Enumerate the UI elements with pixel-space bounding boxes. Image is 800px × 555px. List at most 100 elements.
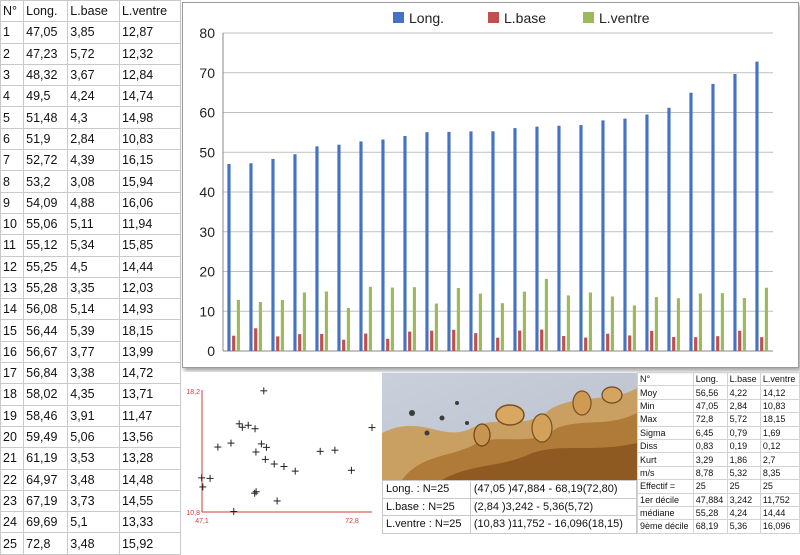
- bar-lbase: [584, 337, 588, 351]
- summary-cell: (2,84 )3,242 - 5,36(5,72): [469, 497, 638, 516]
- scatter-point: [235, 420, 243, 428]
- y-tick-label: 30: [199, 224, 215, 240]
- table-cell: 14,48: [118, 468, 182, 491]
- legend-label: Long.: [409, 10, 444, 26]
- bar-lbase: [606, 333, 610, 351]
- stats-cell: 5,32: [726, 465, 761, 481]
- stats-header: Long.: [692, 371, 728, 387]
- bar-long: [755, 61, 759, 352]
- x-max-label: 72,8: [345, 518, 359, 525]
- table-cell: 2,84: [67, 127, 120, 151]
- bar-long: [557, 125, 561, 351]
- stats-cell: 2,7: [759, 452, 800, 467]
- stats-cell: Sigma: [637, 425, 694, 440]
- table-cell: 14: [0, 298, 25, 321]
- table-cell: 18: [0, 383, 25, 406]
- bar-long: [535, 126, 539, 351]
- legend-label: L.ventre: [599, 10, 650, 26]
- table-cell: 55,06: [23, 212, 69, 236]
- table-cell: 14,98: [118, 106, 182, 129]
- table-cell: 6: [0, 127, 25, 151]
- bar-long: [337, 144, 341, 351]
- stats-cell: 0,12: [759, 438, 800, 454]
- table-cell: 47,23: [23, 42, 69, 65]
- stats-cell: 11,752: [759, 492, 800, 507]
- bar-lbase: [738, 330, 742, 351]
- table-cell: 4,88: [67, 191, 120, 214]
- table-cell: 3,38: [67, 362, 120, 385]
- scatter-point: [198, 474, 206, 482]
- table-cell: 11: [0, 234, 25, 257]
- table-cell: 5,1: [67, 511, 120, 534]
- scatter-point: [251, 489, 259, 497]
- bar-long: [491, 131, 495, 351]
- stats-cell: 25: [726, 479, 761, 494]
- table-cell: 12,87: [118, 21, 182, 44]
- table-cell: 17: [0, 362, 25, 385]
- bar-long: [601, 120, 605, 351]
- bar-lventre: [676, 298, 680, 351]
- stats-row: médiane 55,28 4,24 14,44: [637, 505, 800, 521]
- stats-cell: 0,79: [726, 425, 761, 440]
- table-cell: 3,73: [67, 489, 120, 513]
- stats-cell: 1er décile: [637, 492, 694, 507]
- table-cell: 56,67: [23, 340, 69, 364]
- table-cell: 16,06: [118, 191, 182, 214]
- bar-lventre: [764, 287, 768, 351]
- table-cell: 69,69: [23, 511, 69, 534]
- table-row: 6 51,9 2,84 10,83: [0, 127, 182, 151]
- legend-label: L.base: [504, 10, 546, 26]
- bar-lbase: [474, 333, 478, 351]
- scatter-point: [262, 443, 270, 451]
- table-cell: 5,34: [67, 234, 120, 257]
- table-cell: 19: [0, 404, 25, 427]
- table-cell: 15,85: [118, 234, 182, 257]
- table-cell: 14,72: [118, 362, 182, 385]
- table-cell: 54,09: [23, 191, 69, 214]
- table-cell: 16: [0, 340, 25, 364]
- bar-lbase: [518, 330, 522, 351]
- stats-cell: 56,56: [692, 385, 728, 400]
- summary-cell: Long. : N=25: [382, 480, 471, 499]
- table-cell: 4,3: [67, 106, 120, 129]
- stats-cell: 4,22: [726, 385, 761, 400]
- table-cell: 15,92: [118, 532, 182, 555]
- stats-cell: 47,05: [692, 398, 728, 414]
- scatter-point: [291, 467, 299, 475]
- table-cell: 13,99: [118, 340, 182, 364]
- table-cell: 56,44: [23, 319, 69, 342]
- y-tick-label: 20: [199, 264, 215, 280]
- bar-lventre: [368, 286, 372, 351]
- bar-lventre: [302, 292, 306, 351]
- bar-lventre: [412, 287, 416, 351]
- bar-long: [579, 125, 583, 351]
- stats-cell: Kurt: [637, 452, 694, 467]
- table-cell: 58,46: [23, 404, 69, 427]
- stats-cell: Moy: [637, 385, 694, 400]
- stats-cell: 5,36: [726, 519, 761, 534]
- bar-lbase: [342, 339, 346, 351]
- range-summary-table: Long. : N=25 (47,05 )47,884 - 68,19(72,80…: [382, 480, 638, 534]
- stats-cell: 55,28: [692, 505, 728, 521]
- bar-lventre: [742, 298, 746, 351]
- scatter-point: [244, 421, 252, 429]
- table-row: 17 56,84 3,38 14,72: [0, 362, 182, 385]
- table-cell: 5,11: [67, 212, 120, 236]
- stats-row: Sigma 6,45 0,79 1,69: [637, 425, 800, 440]
- bar-lbase: [386, 338, 390, 351]
- bar-lventre: [610, 296, 614, 351]
- table-row: 21 61,19 3,53 13,28: [0, 447, 182, 470]
- table-cell: 55,25: [23, 255, 69, 278]
- bar-lbase: [496, 337, 500, 351]
- table-row: 10 55,06 5,11 11,94: [0, 212, 182, 236]
- bar-long: [403, 135, 407, 351]
- scatter-point: [270, 460, 278, 468]
- table-row: 4 49,5 4,24 14,74: [0, 85, 182, 108]
- x-min-label: 47,1: [195, 518, 209, 525]
- table-row: 12 55,25 4,5 14,44: [0, 255, 182, 278]
- bar-long: [425, 132, 429, 351]
- table-cell: 3,67: [67, 63, 120, 87]
- table-cell: 14,55: [118, 489, 182, 513]
- table-cell: 14,44: [118, 255, 182, 278]
- table-cell: 5,39: [67, 319, 120, 342]
